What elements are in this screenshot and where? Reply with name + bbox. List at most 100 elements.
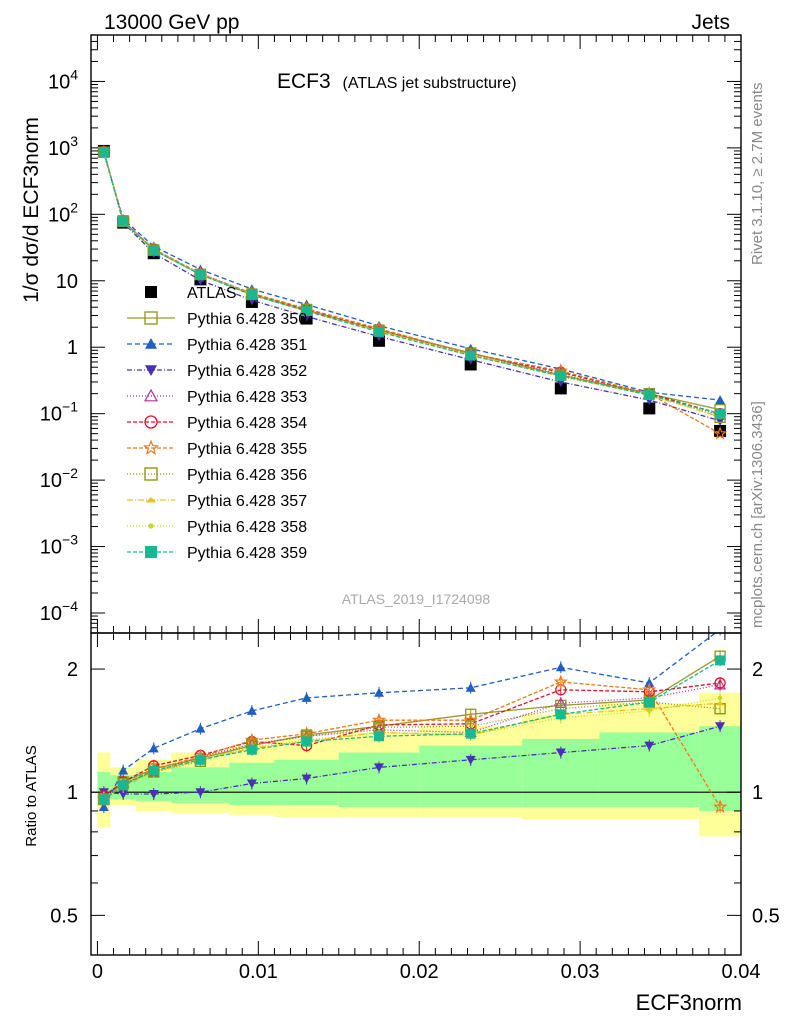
ratio-data-point [555,748,566,758]
ratio-data-point [555,662,566,672]
main-y-tick-label-exponent: −1 [62,399,78,415]
energy-label: 13000 GeV pp [104,11,239,34]
ratio-data-point [715,655,726,666]
main-data-point [715,408,726,419]
main-data-point [712,426,728,440]
main-data-point [643,402,656,415]
main-series-10 [98,147,726,419]
main-data-point [373,326,384,337]
legend-label: Pythia 6.428 359 [187,545,307,562]
main-y-tick-label-base: 10 [48,204,70,226]
ratio-series-2 [98,720,726,800]
main-y-tick-label-base: 10 [40,404,62,426]
legend-label: Pythia 6.428 351 [187,337,307,354]
ratio-series-line [103,682,721,797]
main-data-point [148,245,159,256]
legend-marker [148,523,154,529]
ratio-data-point [465,682,476,692]
main-data-point [118,216,129,227]
ratio-uncertainty-bands [91,692,741,837]
legend-label: Pythia 6.428 353 [187,389,307,406]
ratio-y-tick-label-left: 0.5 [50,905,78,927]
x-tick-label: 0.04 [722,961,761,983]
main-y-tick-label-exponent: −4 [62,598,78,614]
ratio-data-point [301,774,312,784]
legend-marker [145,365,157,376]
x-axis-label: ECF3norm [636,990,742,1015]
legend-marker [145,286,157,298]
legend-entry: Pythia 6.428 352 [127,363,307,380]
ratio-panel-series [96,633,728,814]
ratio-data-point [373,731,384,742]
legend-label: Pythia 6.428 355 [187,441,307,458]
main-data-point [715,395,726,405]
ratio-data-point [715,722,726,732]
ratio-data-point [195,754,206,765]
ratio-series-line [103,697,721,799]
main-y-tick-label: 10−2 [40,465,78,492]
ratio-series-line [103,684,721,797]
legend-marker [142,439,160,455]
legend-entry: Pythia 6.428 358 [127,519,307,536]
ratio-y-tick-label-left: 2 [67,659,78,681]
plot-title-sub: (ATLAS jet substructure) [343,75,517,92]
legend-entry: Pythia 6.428 354 [127,415,307,432]
main-data-point [98,147,109,158]
legend-marker [145,497,157,503]
rivet-note: Rivet 3.1.10, ≥ 2.7M events [749,83,766,266]
ratio-data-point [642,682,657,696]
main-y-tick-label-exponent: 2 [70,199,78,215]
main-data-point [246,290,257,301]
main-y-axis-label: 1/σ dσ/d ECF3norm [20,117,43,303]
x-tick-label: 0.03 [561,961,600,983]
legend-marker [143,388,159,402]
ratio-data-point [246,705,257,715]
legend-marker [144,311,158,325]
main-y-axis-text: 1/σ dσ/d ECF3norm [20,117,43,303]
main-y-tick-label: 10−4 [40,598,78,625]
legend-label: Pythia 6.428 352 [187,363,307,380]
main-data-point [465,350,476,361]
legend-entry: Pythia 6.428 351 [127,337,307,354]
ratio-data-point [118,780,129,791]
ratio-y-tick-label-right: 0.5 [752,905,780,927]
ratio-data-point [195,788,206,798]
main-y-tick-label-base: 10 [40,470,62,492]
ratio-data-point [555,709,566,720]
legend-label: Pythia 6.428 350 [187,311,307,328]
ratio-data-point [717,695,723,701]
category-label: Jets [691,11,730,34]
ratio-data-point [301,736,312,747]
ratio-inner-band [699,726,741,811]
ratio-panel-axes: 0.5 0.5 1 1 2 2 0 0.01 0.02 0.03 0.04 [50,633,780,983]
ratio-data-point [98,794,109,805]
ratio-y-axis-label: Ratio to ATLAS [23,745,40,846]
legend-label: Pythia 6.428 358 [187,519,307,536]
legend-entry: Pythia 6.428 350 [127,311,307,328]
legend-entry: Pythia 6.428 356 [127,467,307,484]
main-y-tick-label: 103 [48,133,78,160]
legend-marker [144,467,158,481]
legend-marker [145,338,157,349]
ratio-data-point [465,755,476,765]
main-data-point [555,370,566,381]
ratio-data-point [301,692,312,702]
main-data-point [644,390,655,401]
ratio-y-tick-label-right: 1 [752,782,763,804]
main-y-tick-label-base: 1 [67,337,78,359]
ratio-inner-band [338,752,420,808]
ratio-data-point [644,697,655,708]
ratio-data-point [714,677,726,689]
legend-entry: Pythia 6.428 359 [127,545,307,562]
ratio-data-point [647,708,652,714]
main-y-tick-label: 10 [56,271,78,293]
legend-label: Pythia 6.428 354 [187,415,307,432]
main-y-tick-label-exponent: −2 [62,465,78,481]
plot-title-main: ECF3 [277,70,331,93]
main-data-point [554,382,567,395]
main-y-tick-label: 10−1 [40,399,78,426]
ratio-data-point [148,743,159,753]
plot-title: ECF3 (ATLAS jet substructure) [277,70,517,93]
main-y-tick-label-exponent: 3 [70,133,78,149]
x-tick-label: 0 [92,961,103,983]
